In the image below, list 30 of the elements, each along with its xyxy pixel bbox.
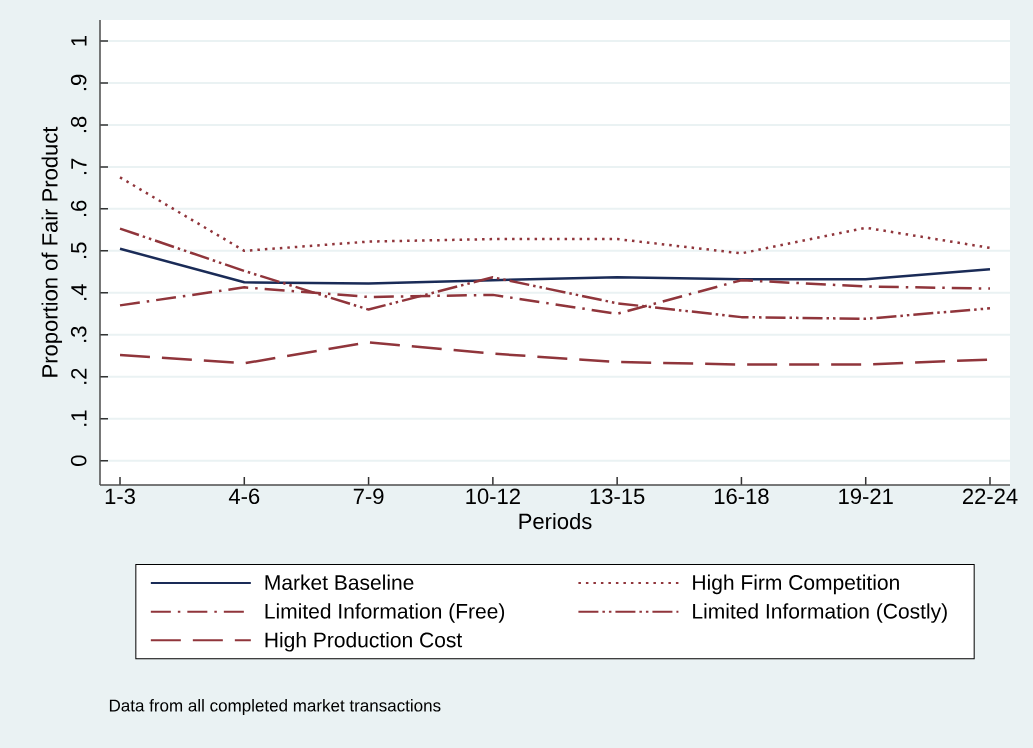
line-series <box>118 247 992 285</box>
x-tick-label: 10-12 <box>466 488 520 505</box>
x-axis-title: Periods <box>519 512 592 530</box>
legend-label: Market Baseline <box>265 574 414 590</box>
x-tick-label: 7-9 <box>353 488 384 505</box>
y-tick-label: 0 <box>70 455 87 466</box>
text: Data from all completed market transactions <box>109 699 441 715</box>
y-tick-label: 1 <box>71 35 87 46</box>
x-tick-label: 1-3 <box>105 488 135 505</box>
y-tick-label: .2 <box>71 368 87 384</box>
y-tick-label: .5 <box>71 242 87 258</box>
x-tick-label: 19-21 <box>839 488 893 505</box>
x-tick-label: 4-6 <box>228 488 260 505</box>
y-tick-label: .3 <box>70 326 87 342</box>
line-series <box>118 227 992 321</box>
x-tick-label: 22-24 <box>962 488 1018 504</box>
y-tick-label: .8 <box>70 116 87 133</box>
legend-label: Limited Information (Costly) <box>693 603 947 623</box>
y-tick-label: .6 <box>70 200 87 217</box>
legend-label: High Firm Competition <box>693 574 899 595</box>
y-axis-title: Proportion of Fair Product <box>41 126 63 377</box>
legend-label: Limited Information (Free) <box>265 603 505 623</box>
y-tick-label: .4 <box>71 284 87 300</box>
x-tick-label: 13-15 <box>590 488 645 505</box>
x-tick-label: 16-18 <box>714 488 769 505</box>
y-tick-label: .7 <box>71 158 87 175</box>
y-tick-label: .1 <box>71 410 87 426</box>
legend-label: High Production Cost <box>265 631 463 652</box>
y-tick-label: .9 <box>70 74 87 91</box>
line-series <box>118 176 992 255</box>
